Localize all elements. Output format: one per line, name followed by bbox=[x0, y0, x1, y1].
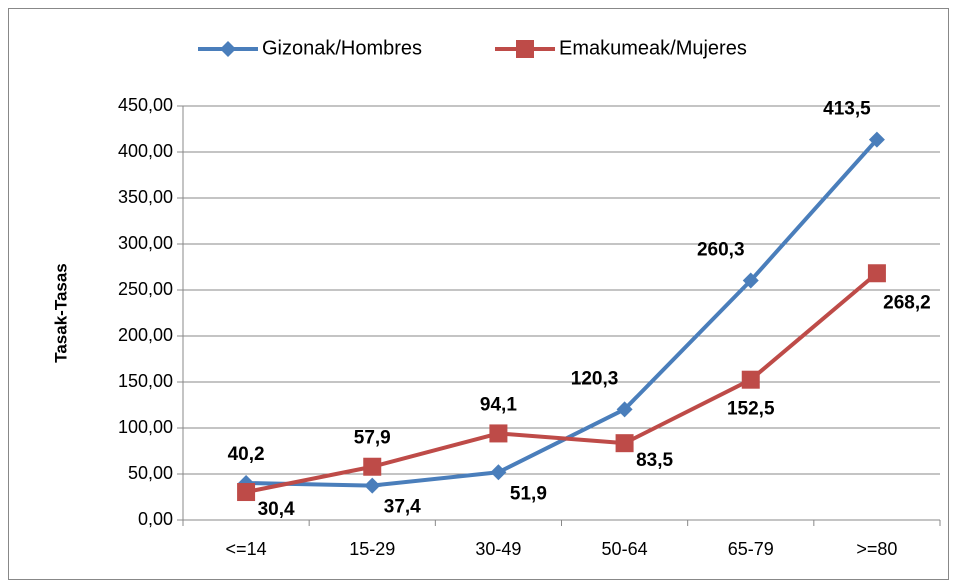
value-label: 94,1 bbox=[480, 394, 517, 415]
y-tick-label: 150,00 bbox=[118, 371, 173, 391]
data-point bbox=[615, 434, 634, 453]
series-line bbox=[246, 138, 879, 488]
legend-label: Emakumeak/Mujeres bbox=[559, 37, 747, 59]
value-label: 37,4 bbox=[384, 497, 421, 518]
y-tick-label: 400,00 bbox=[118, 141, 173, 161]
data-point bbox=[363, 457, 382, 476]
value-label: 40,2 bbox=[228, 444, 265, 465]
x-tick-label: 65-79 bbox=[728, 539, 774, 559]
value-label: 268,2 bbox=[883, 292, 931, 313]
series-line bbox=[245, 271, 879, 494]
data-point bbox=[867, 264, 886, 283]
value-label: 413,5 bbox=[823, 99, 871, 120]
data-point bbox=[616, 401, 633, 418]
y-tick-label: 350,00 bbox=[118, 187, 173, 207]
y-tick-label: 300,00 bbox=[118, 233, 173, 253]
legend-marker bbox=[220, 41, 236, 57]
value-label: 83,5 bbox=[636, 450, 673, 471]
data-point bbox=[489, 424, 508, 443]
data-point bbox=[237, 483, 256, 502]
data-point bbox=[741, 370, 760, 389]
chart-border bbox=[8, 8, 949, 580]
data-point bbox=[868, 131, 885, 148]
value-label: 152,5 bbox=[727, 399, 775, 420]
data-point bbox=[364, 477, 381, 494]
y-axis-label: Tasak-Tasas bbox=[51, 263, 70, 363]
legend-label: Gizonak/Hombres bbox=[262, 37, 422, 59]
value-label: 57,9 bbox=[354, 428, 391, 449]
y-tick-label: 200,00 bbox=[118, 325, 173, 345]
y-tick-label: 100,00 bbox=[118, 417, 173, 437]
x-tick-label: <=14 bbox=[226, 539, 267, 559]
x-tick-label: 30-49 bbox=[475, 539, 521, 559]
legend-marker bbox=[516, 40, 534, 58]
value-label: 51,9 bbox=[510, 483, 547, 504]
y-tick-label: 50,00 bbox=[128, 463, 173, 483]
data-point bbox=[490, 464, 507, 481]
y-tick-label: 450,00 bbox=[118, 95, 173, 115]
value-label: 260,3 bbox=[697, 240, 745, 261]
value-label: 120,3 bbox=[571, 368, 619, 389]
x-tick-label: >=80 bbox=[856, 539, 897, 559]
x-tick-label: 15-29 bbox=[349, 539, 395, 559]
value-label: 30,4 bbox=[258, 499, 295, 520]
data-point bbox=[742, 272, 759, 289]
y-tick-label: 0,00 bbox=[138, 509, 173, 529]
x-tick-label: 50-64 bbox=[602, 539, 648, 559]
y-tick-label: 250,00 bbox=[118, 279, 173, 299]
